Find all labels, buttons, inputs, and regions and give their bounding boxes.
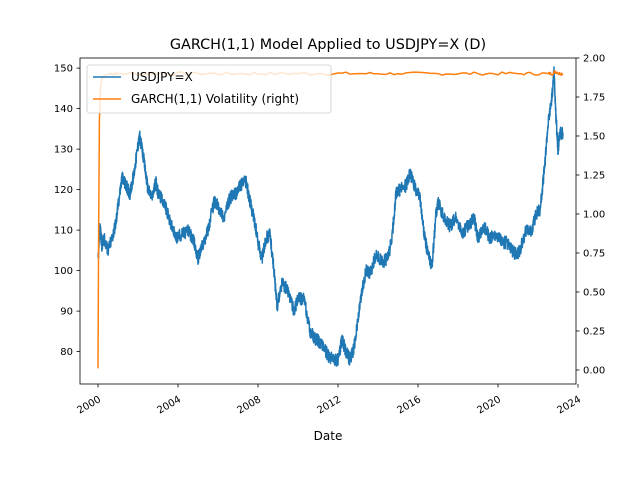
chart-title: GARCH(1,1) Model Applied to USDJPY=X (D) — [170, 37, 486, 53]
y-right-tick-label: 2.00 — [583, 54, 605, 65]
y-right-tick-label: 0.50 — [583, 288, 605, 299]
legend: USDJPY=X GARCH(1,1) Volatility (right) — [86, 64, 332, 114]
y-tick-label: 100 — [54, 266, 73, 277]
y-right-tick-label: 1.75 — [583, 93, 605, 104]
y-right-tick-label: 0.25 — [583, 327, 605, 338]
legend-label-1: GARCH(1,1) Volatility (right) — [131, 92, 299, 106]
y-tick-label: 150 — [54, 64, 73, 75]
y-right-tick-label: 0.75 — [583, 249, 605, 260]
y-tick-label: 110 — [54, 226, 73, 237]
x-axis-label: Date — [314, 429, 343, 443]
axes-frame — [79, 57, 577, 385]
legend-box — [86, 64, 332, 114]
y-tick-label: 130 — [54, 145, 73, 156]
y-right-tick-label: 1.50 — [583, 132, 605, 143]
y-right-tick-label: 1.00 — [583, 210, 605, 221]
y-right-tick-label: 0.00 — [583, 366, 605, 377]
y-tick-label: 90 — [60, 307, 73, 318]
series-line-0 — [97, 66, 564, 367]
y-tick-label: 120 — [54, 185, 73, 196]
y-tick-label: 140 — [54, 104, 73, 115]
legend-label-0: USDJPY=X — [131, 70, 193, 84]
y-tick-label: 80 — [60, 347, 73, 358]
y-right-tick-label: 1.25 — [583, 171, 605, 182]
